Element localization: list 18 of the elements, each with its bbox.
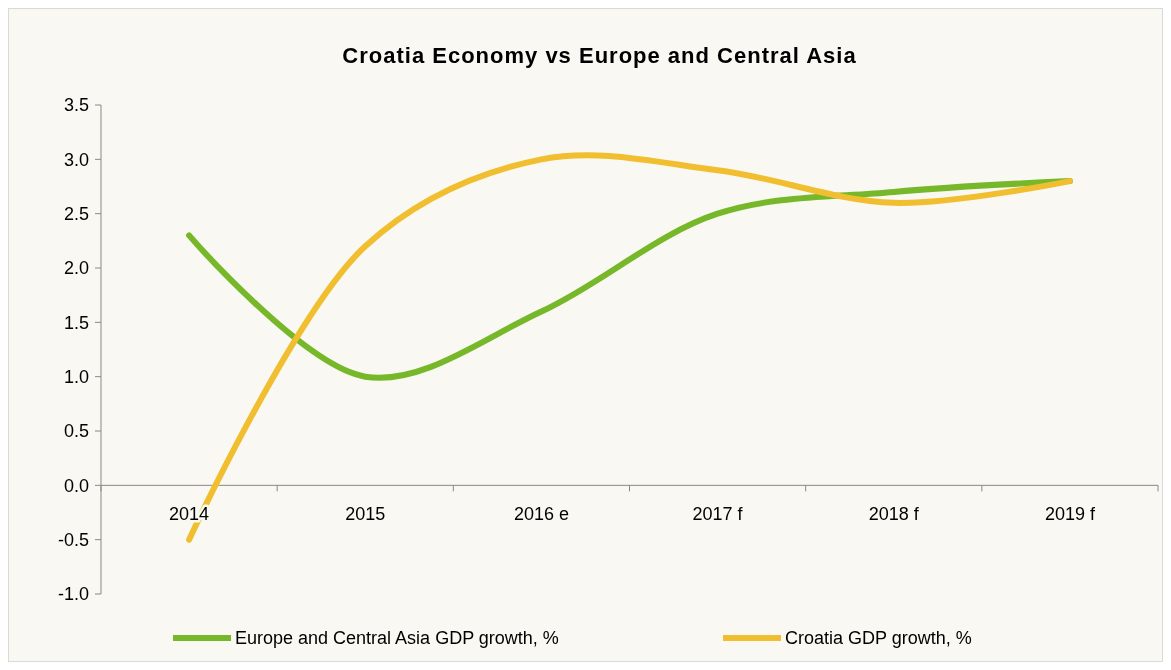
legend-label: Europe and Central Asia GDP growth, %	[235, 628, 559, 648]
x-tick-label: 2015	[345, 504, 386, 525]
x-tick-label: 2018 f	[868, 504, 920, 525]
y-tick-label: 1.5	[63, 312, 89, 333]
y-tick-label: 2.0	[63, 258, 89, 279]
x-tick-label: 2017 f	[692, 504, 744, 525]
y-tick-label: -0.5	[57, 529, 89, 550]
chart-title: Croatia Economy vs Europe and Central Asia	[342, 43, 857, 68]
legend-label: Croatia GDP growth, %	[785, 628, 972, 648]
y-tick-label: 3.5	[63, 95, 89, 116]
y-tick-label: 3.0	[63, 149, 89, 170]
y-tick-label: -1.0	[57, 584, 89, 605]
x-tick-label: 2019 f	[1044, 504, 1096, 525]
y-tick-label: 1.0	[63, 366, 89, 387]
y-tick-label: 0.0	[63, 475, 89, 496]
y-tick-label: 0.5	[63, 421, 89, 442]
y-tick-label: 2.5	[63, 203, 89, 224]
x-tick-label: 2016 e	[513, 504, 569, 525]
